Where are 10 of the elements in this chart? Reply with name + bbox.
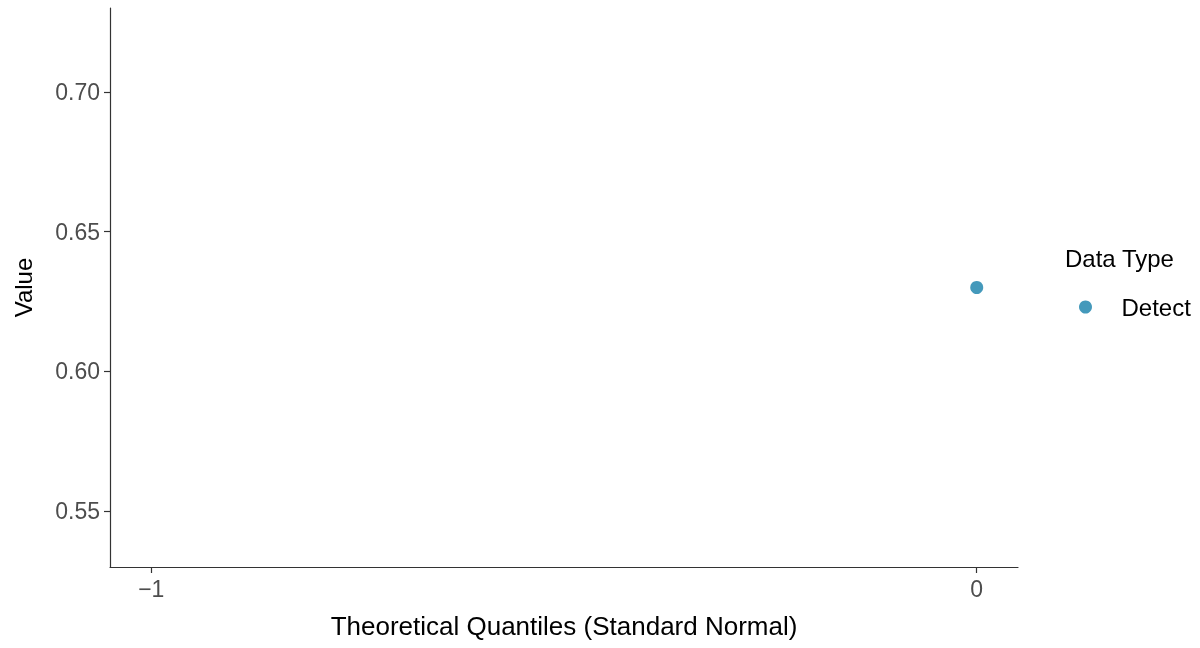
- y-tick-label: 0.60: [55, 358, 100, 385]
- y-tick-label: 0.70: [55, 78, 100, 105]
- x-tick-label: −1: [138, 575, 165, 602]
- x-tick-label: 0: [970, 575, 984, 602]
- x-axis-title: Theoretical Quantiles (Standard Normal): [330, 611, 798, 641]
- y-axis-title: Value: [9, 257, 37, 318]
- legend-title: Data Type: [1065, 244, 1174, 272]
- y-tick-label: 0.55: [55, 498, 100, 525]
- legend-label: Detect: [1121, 293, 1192, 321]
- y-tick-label: 0.65: [55, 218, 100, 245]
